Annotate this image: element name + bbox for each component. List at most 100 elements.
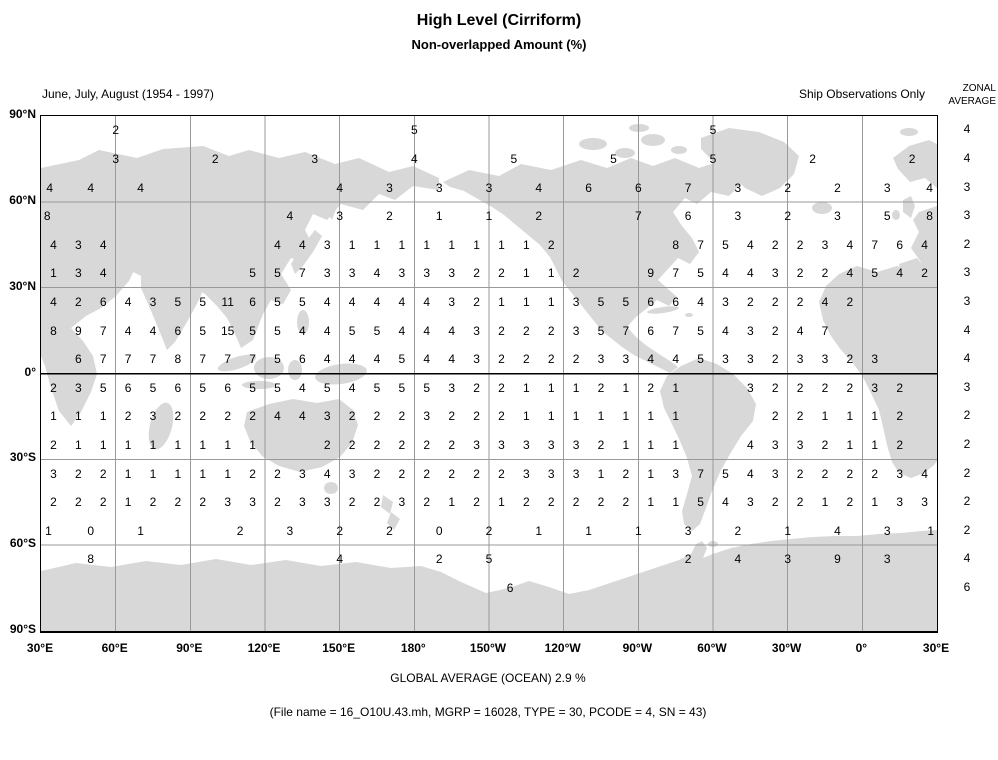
- grid-value: 3: [74, 237, 82, 252]
- grid-value: 1: [435, 209, 443, 224]
- grid-value: 3: [348, 266, 356, 281]
- grid-value: 3: [871, 352, 879, 367]
- zonal-average-value: 3: [963, 208, 971, 223]
- grid-value: 2: [448, 466, 455, 481]
- arctic-island: [641, 134, 665, 146]
- grid-value: 2: [647, 380, 655, 395]
- grid-value: 2: [386, 209, 393, 224]
- grid-value: 3: [883, 180, 891, 195]
- grid-value: 2: [771, 380, 779, 395]
- grid-value: 3: [473, 323, 480, 338]
- grid-value: 1: [137, 523, 144, 538]
- grid-value: 2: [771, 237, 779, 252]
- grid-value: 4: [921, 237, 928, 252]
- grid-value: 3: [74, 380, 82, 395]
- longitude-tick-label: 150°E: [322, 641, 356, 655]
- grid-value: 4: [348, 380, 356, 395]
- zonal-average-value: 3: [963, 293, 971, 308]
- grid-value: 3: [883, 552, 891, 567]
- grid-value: 7: [622, 323, 630, 338]
- grid-value: 1: [124, 495, 132, 510]
- grid-value: 2: [485, 523, 493, 538]
- grid-value: 1: [498, 294, 505, 309]
- grid-value: 5: [249, 323, 256, 338]
- grid-value: 7: [871, 237, 879, 252]
- graticule-layer: [41, 116, 937, 631]
- grid-value: 3: [286, 523, 294, 538]
- grid-value: 2: [734, 523, 742, 538]
- iceland-island: [812, 202, 832, 214]
- grid-value: 2: [846, 495, 854, 510]
- grid-value: 4: [647, 352, 655, 367]
- scandinavia-landmass: [893, 140, 937, 188]
- grid-value: 3: [572, 438, 580, 453]
- grid-value: 2: [448, 409, 455, 424]
- grid-value: 3: [896, 495, 903, 510]
- grid-value: 4: [410, 151, 418, 166]
- grid-value: 2: [124, 409, 132, 424]
- grid-value: 1: [448, 237, 455, 252]
- grid-value: 5: [274, 352, 281, 367]
- grid-value: 4: [746, 237, 754, 252]
- longitude-tick-label: 0°: [855, 641, 868, 655]
- grid-value: 6: [99, 294, 107, 309]
- grid-value: 4: [336, 552, 343, 567]
- grid-value: 3: [522, 466, 530, 481]
- grid-value: 2: [149, 495, 157, 510]
- zonal-average-value: 6: [963, 580, 971, 595]
- grid-value: 3: [448, 294, 455, 309]
- grid-value: 4: [124, 294, 132, 309]
- grid-value: 3: [572, 466, 580, 481]
- grid-value: 7: [224, 352, 231, 367]
- grid-value: 3: [473, 438, 480, 453]
- grid-value: 1: [99, 438, 107, 453]
- zonal-average-value: 4: [963, 150, 971, 165]
- grid-value: 4: [298, 380, 306, 395]
- grid-value: 2: [896, 409, 903, 424]
- world-map-svg: [41, 116, 937, 631]
- grid-value: 2: [796, 466, 804, 481]
- grid-value: 2: [784, 180, 791, 195]
- grid-value: 2: [199, 409, 207, 424]
- grid-value: 4: [448, 323, 455, 338]
- grid-value: 1: [547, 409, 555, 424]
- longitude-tick-label: 30°W: [771, 641, 802, 655]
- grid-value: 4: [398, 294, 406, 309]
- grid-value: 2: [224, 409, 231, 424]
- grid-value: 3: [149, 409, 157, 424]
- grid-value: 1: [622, 380, 630, 395]
- grid-value: 2: [373, 438, 381, 453]
- grid-value: 1: [821, 409, 829, 424]
- grid-value: 2: [112, 123, 119, 138]
- grid-value: 2: [348, 438, 356, 453]
- grid-value: 0: [435, 523, 443, 538]
- grid-value: 3: [871, 380, 879, 395]
- grid-value: 2: [921, 266, 928, 281]
- grid-value: 2: [423, 466, 431, 481]
- grid-value: 2: [50, 380, 57, 395]
- grid-value: 1: [74, 409, 82, 424]
- grid-value: 2: [796, 237, 804, 252]
- grid-value: 1: [672, 438, 679, 453]
- grid-value: 5: [485, 552, 493, 567]
- longitude-tick-label: 60°E: [101, 641, 128, 655]
- grid-value: 2: [547, 237, 555, 252]
- grid-value: 2: [821, 380, 829, 395]
- grid-value: 2: [896, 438, 903, 453]
- grid-value: 1: [249, 438, 256, 453]
- tasmania-island: [324, 482, 338, 494]
- grid-value: 1: [522, 237, 530, 252]
- grid-value: 4: [672, 352, 679, 367]
- britain-island: [903, 196, 915, 218]
- latitude-tick-label: 60°S: [9, 536, 36, 551]
- grid-value: 5: [697, 352, 704, 367]
- grid-value: 1: [572, 380, 580, 395]
- grid-value: 2: [373, 495, 381, 510]
- grid-value: 1: [124, 438, 132, 453]
- grid-value: 2: [473, 294, 480, 309]
- zonal-average-value: 2: [963, 494, 971, 509]
- grid-value: 3: [522, 438, 530, 453]
- grid-value: 4: [298, 409, 306, 424]
- grid-value: 4: [137, 180, 144, 195]
- grid-value: 4: [722, 323, 729, 338]
